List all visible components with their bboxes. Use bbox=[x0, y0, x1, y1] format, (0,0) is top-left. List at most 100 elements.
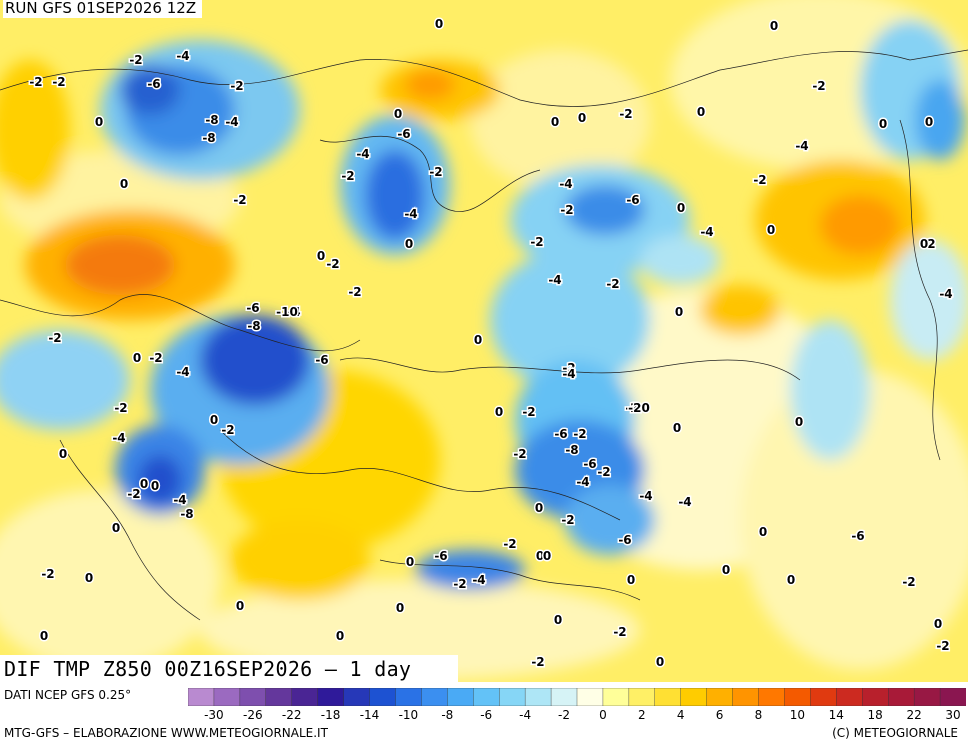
contour-value-label: -10 bbox=[276, 305, 298, 319]
contour-value-label: 0 bbox=[770, 19, 778, 33]
contour-value-label: -2 bbox=[562, 361, 575, 375]
color-scale-bar bbox=[188, 688, 966, 706]
contour-value-label: -2 bbox=[613, 625, 626, 639]
contour-value-label: 0 bbox=[920, 237, 928, 251]
color-scale-tick-label: -30 bbox=[204, 708, 224, 722]
contour-value-label: 0 bbox=[722, 563, 730, 577]
contour-value-label: 0 bbox=[59, 447, 67, 461]
contour-value-label: 0 bbox=[554, 613, 562, 627]
contour-value-label: 0 bbox=[673, 421, 681, 435]
contour-value-label: 0 bbox=[40, 629, 48, 643]
color-scale-swatch bbox=[421, 688, 449, 706]
contour-value-label: 0 bbox=[759, 525, 767, 539]
contour-value-label: -4 bbox=[559, 177, 572, 191]
contour-value-label: 0 bbox=[406, 555, 414, 569]
color-scale-swatch bbox=[369, 688, 397, 706]
contour-value-label: 0 bbox=[210, 413, 218, 427]
contour-value-label: -4 bbox=[562, 367, 575, 381]
contour-value-label: 0 bbox=[795, 415, 803, 429]
color-scale-swatch bbox=[706, 688, 734, 706]
contour-value-label: -4 bbox=[639, 489, 652, 503]
contour-value-label: -2 bbox=[560, 203, 573, 217]
contour-value-label: -2 bbox=[625, 401, 638, 415]
color-scale-tick-label: -26 bbox=[242, 708, 263, 722]
contour-value-label: -4 bbox=[700, 225, 713, 239]
contour-value-label: -6 bbox=[397, 127, 410, 141]
color-scale-swatch bbox=[939, 688, 966, 706]
contour-value-label: -2 bbox=[561, 513, 574, 527]
contour-value-label: -8 bbox=[180, 507, 193, 521]
color-scale-swatch bbox=[913, 688, 941, 706]
contour-value-label: -2 bbox=[573, 427, 586, 441]
contour-value-label: -2 bbox=[129, 53, 142, 67]
data-source: DATI NCEP GFS 0.25° bbox=[4, 688, 132, 702]
contour-value-label: -2 bbox=[812, 79, 825, 93]
contour-value-label: -2 bbox=[606, 277, 619, 291]
contour-value-label: -2 bbox=[348, 285, 361, 299]
contour-value-label: -2 bbox=[326, 257, 339, 271]
color-scale-tick-label: -4 bbox=[519, 708, 532, 722]
contour-value-label: -2 bbox=[531, 655, 544, 669]
contour-value-label: -6 bbox=[434, 549, 447, 563]
contour-value-label: 0 bbox=[536, 549, 544, 563]
contour-value-label: 0 bbox=[133, 351, 141, 365]
color-scale-swatch bbox=[343, 688, 371, 706]
contour-value-label: -4 bbox=[939, 287, 952, 301]
color-scale-swatch bbox=[447, 688, 474, 706]
contour-value-label: -8 bbox=[565, 443, 578, 457]
map-title: DIF TMP Z850 00Z16SEP2026 – 1 day bbox=[4, 657, 412, 681]
color-scale-tick-label: -6 bbox=[480, 708, 493, 722]
contour-value-label: 0 bbox=[627, 573, 635, 587]
color-scale-swatch bbox=[862, 688, 889, 706]
contour-value-label: -6 bbox=[554, 427, 567, 441]
contour-value-label: -4 bbox=[176, 49, 189, 63]
contour-value-label: -2 bbox=[48, 331, 61, 345]
credit-right: (C) METEOGIORNALE bbox=[832, 726, 958, 740]
contour-value-label: 0 bbox=[787, 573, 795, 587]
color-scale-swatch bbox=[550, 688, 578, 706]
color-scale-tick-label: -8 bbox=[441, 708, 454, 722]
color-scale-tick-label: 2 bbox=[637, 708, 646, 722]
color-scale-tick-label: 0 bbox=[599, 708, 607, 722]
contour-value-label: -2 bbox=[530, 235, 543, 249]
color-scale-swatch bbox=[265, 688, 293, 706]
contour-value-label: -2 bbox=[453, 577, 466, 591]
contour-value-label: 0 bbox=[394, 107, 402, 121]
contour-value-label: 0 bbox=[112, 521, 120, 535]
color-scale-swatch bbox=[758, 688, 786, 706]
contour-value-label: -2 bbox=[52, 75, 65, 89]
contour-value-label: -4 bbox=[287, 305, 300, 319]
contour-value-label: -4 bbox=[176, 365, 189, 379]
color-scale-swatch bbox=[784, 688, 812, 706]
color-scale-tick-label: 18 bbox=[867, 708, 883, 722]
color-scale-swatch bbox=[213, 688, 241, 706]
color-scale-swatch bbox=[239, 688, 267, 706]
contour-value-label: 0 bbox=[675, 305, 683, 319]
contour-value-label: 0 bbox=[474, 333, 482, 347]
contour-value-label: 0 bbox=[535, 501, 543, 515]
contour-value-label: -2 bbox=[936, 639, 949, 653]
contour-value-label: -4 bbox=[112, 431, 125, 445]
color-scale-tick-label: 10 bbox=[789, 708, 806, 722]
title-box bbox=[0, 655, 458, 682]
contour-value-label: 0 bbox=[120, 177, 128, 191]
color-scale-tick-label: 14 bbox=[828, 708, 844, 722]
color-scale-swatch bbox=[524, 688, 552, 706]
contour-value-label: -6 bbox=[246, 301, 259, 315]
contour-value-label: -2 bbox=[902, 575, 915, 589]
color-scale-swatch bbox=[680, 688, 708, 706]
contour-value-label: -2 bbox=[233, 193, 246, 207]
contour-value-label: 0 bbox=[677, 201, 685, 215]
contour-value-label: -2 bbox=[341, 169, 354, 183]
contour-value-label: 0 bbox=[396, 601, 404, 615]
contour-value-label: 0 bbox=[697, 105, 705, 119]
contour-value-label: -6 bbox=[851, 529, 864, 543]
contour-value-label: -8 bbox=[247, 319, 260, 333]
contour-value-label: 0 bbox=[767, 223, 775, 237]
color-scale-swatch bbox=[654, 688, 682, 706]
contour-value-label: 0 bbox=[879, 117, 887, 131]
contour-value-label: -8 bbox=[205, 113, 218, 127]
color-scale-tick-label: 8 bbox=[754, 708, 763, 722]
contour-value-label: -2 bbox=[922, 237, 935, 251]
